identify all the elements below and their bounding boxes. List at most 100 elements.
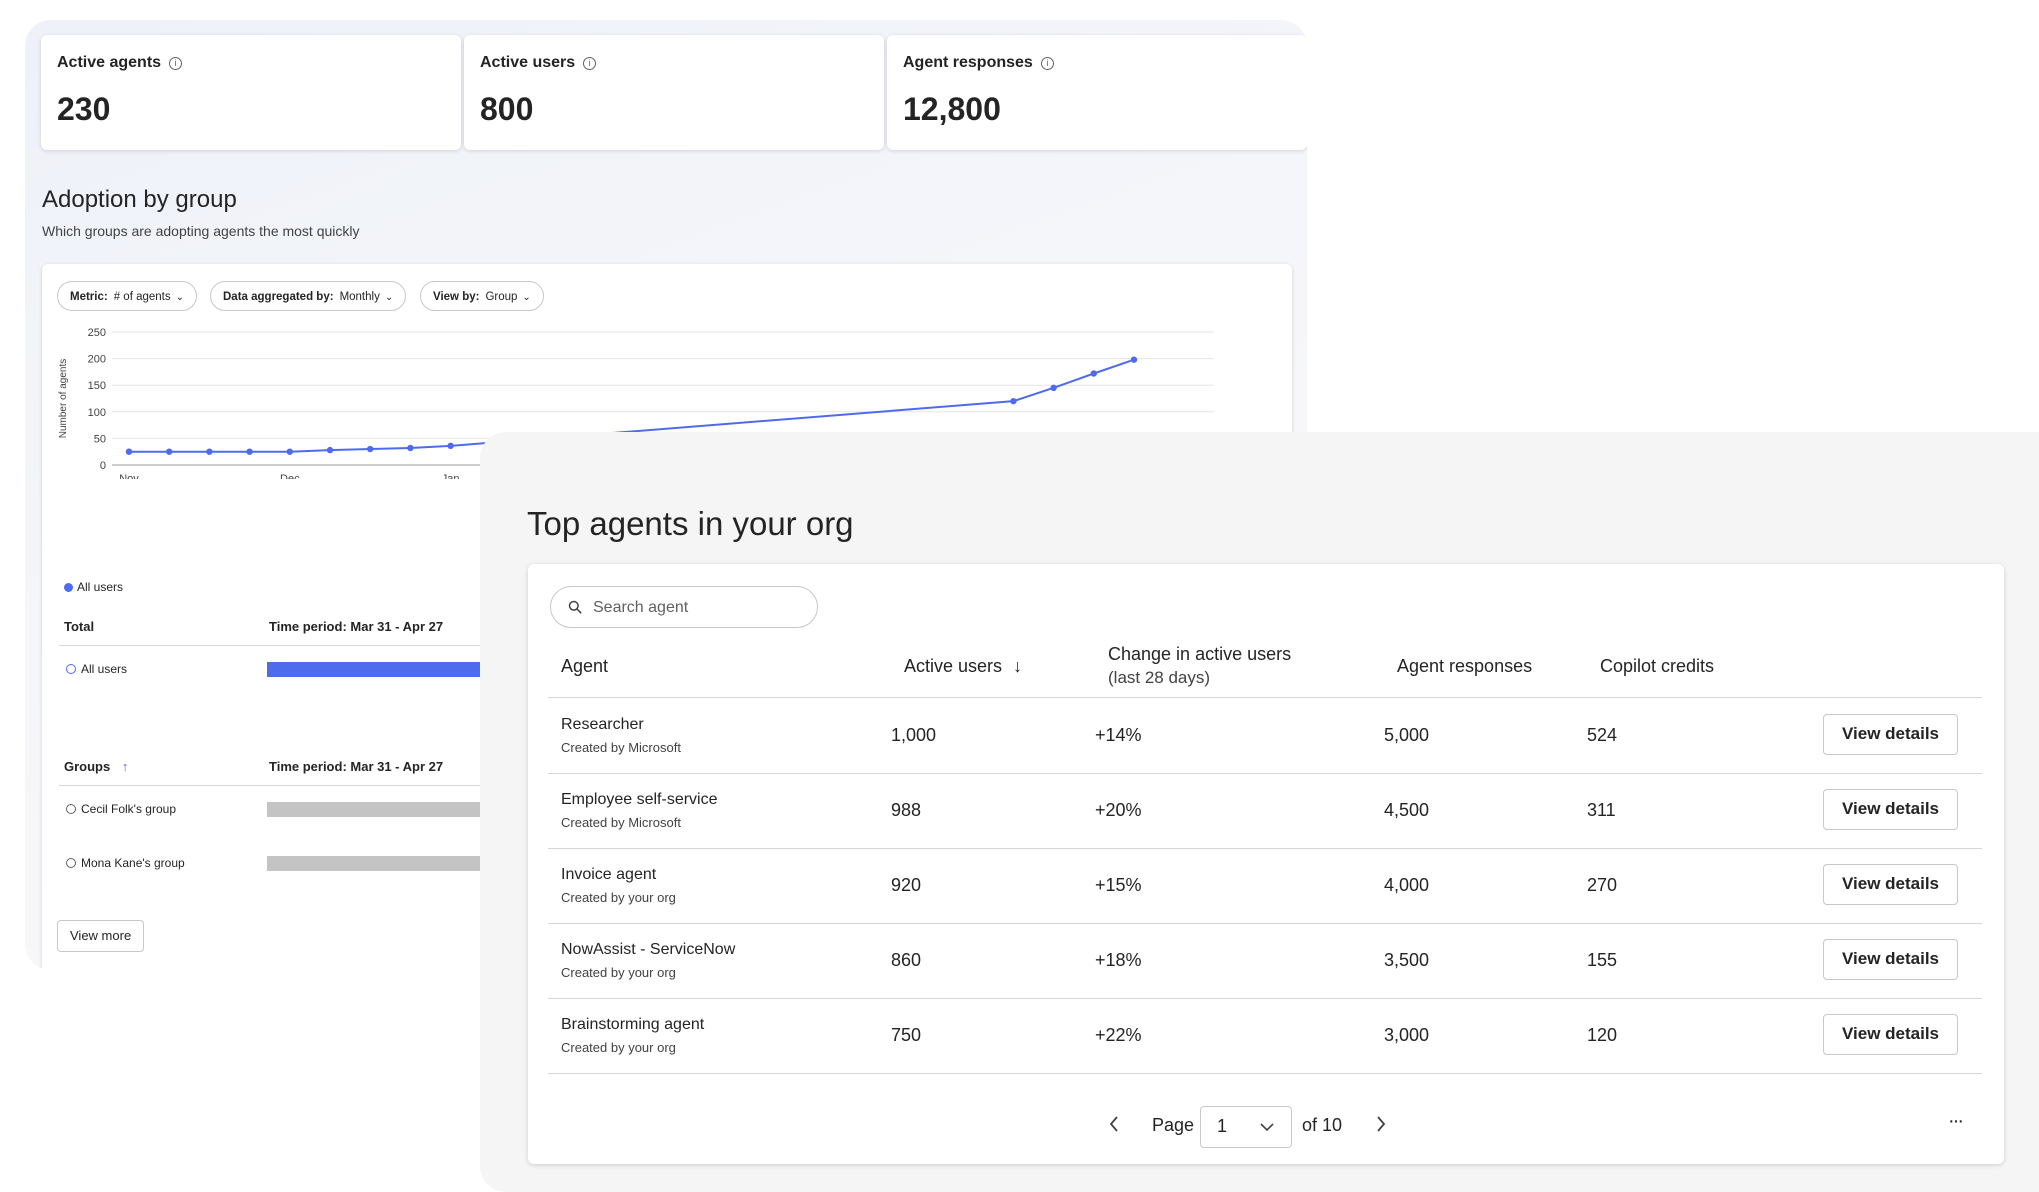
y-axis-label: Number of agents	[58, 359, 69, 439]
group-row-label: Cecil Folk's group	[66, 802, 176, 816]
x-tick-label: Dec	[280, 473, 300, 479]
section-title: Adoption by group	[42, 186, 237, 213]
page-total: of 10	[1302, 1115, 1343, 1135]
responses-cell: 5,000	[1384, 725, 1430, 745]
change-cell: +22%	[1095, 1025, 1142, 1045]
kpi-label: Agent responses	[903, 54, 1033, 71]
data-point	[1090, 370, 1098, 377]
group-bar	[267, 802, 507, 817]
view-by-filter[interactable]: View by: Group ⌄	[420, 281, 544, 311]
y-tick-label: 150	[88, 380, 106, 392]
search-box[interactable]	[550, 586, 818, 628]
agent-name: Invoice agent	[561, 866, 657, 883]
next-page-icon[interactable]	[1375, 1115, 1387, 1157]
credits-cell: 311	[1587, 800, 1616, 820]
data-point	[246, 448, 253, 455]
agent-name: Employee self-service	[561, 791, 718, 808]
total-row-label: All users	[66, 662, 127, 676]
data-point	[1010, 397, 1017, 405]
credits-cell: 155	[1587, 950, 1618, 970]
column-header-credits[interactable]: Copilot credits	[1600, 656, 1715, 676]
legend-swatch	[64, 583, 73, 592]
total-header: Total	[64, 619, 95, 634]
kpi-card-active-users: Active users i 800	[464, 35, 884, 150]
change-cell: +15%	[1095, 875, 1142, 895]
responses-cell: 3,500	[1384, 950, 1430, 970]
kpi-value: 800	[480, 91, 534, 127]
change-cell: +14%	[1095, 725, 1142, 745]
view-details-button[interactable]: View details	[1823, 789, 1958, 830]
radio-icon[interactable]	[66, 804, 76, 814]
x-tick-label: Jan	[442, 473, 460, 479]
active-users-cell: 1,000	[891, 725, 937, 745]
kpi-label: Active users	[480, 54, 576, 71]
radio-icon[interactable]	[66, 858, 76, 868]
more-options-icon[interactable]: ···	[1948, 1110, 1964, 1132]
section-subtitle: Which groups are adopting agents the mos…	[42, 223, 360, 239]
credits-cell: 524	[1587, 725, 1618, 745]
table-row: Researcher Created by Microsoft 1,000 +1…	[548, 698, 1982, 774]
header-divider	[548, 697, 1982, 698]
data-point	[367, 445, 374, 453]
chevron-down-icon	[1259, 1120, 1275, 1138]
column-header-responses[interactable]: Agent responses	[1397, 656, 1533, 676]
table-row: Employee self-service Created by Microso…	[548, 773, 1982, 849]
data-point	[326, 446, 334, 454]
kpi-label: Active agents	[57, 54, 162, 71]
agent-creator: Created by your org	[561, 890, 676, 905]
top-agents-card: Agent Active users ↓ Change in active us…	[528, 564, 2004, 1164]
view-details-button[interactable]: View details	[1823, 939, 1958, 980]
y-tick-label: 50	[94, 433, 106, 445]
chevron-down-icon: ⌄	[522, 292, 531, 303]
aggregation-filter[interactable]: Data aggregated by: Monthly ⌄	[210, 281, 407, 311]
active-users-cell: 920	[891, 875, 922, 895]
page-label: Page	[1152, 1115, 1195, 1135]
view-details-button[interactable]: View details	[1823, 714, 1958, 755]
top-agents-panel: Top agents in your org Agent Active user…	[480, 432, 2039, 1192]
data-point	[1050, 384, 1057, 392]
y-tick-label: 250	[88, 327, 106, 339]
responses-cell: 3,000	[1384, 1025, 1430, 1045]
kpi-card-agent-responses: Agent responses i 12,800	[887, 35, 1307, 150]
data-point	[1130, 356, 1138, 363]
sort-down-icon: ↓	[1013, 656, 1023, 676]
y-tick-label: 200	[88, 354, 106, 366]
view-details-button[interactable]: View details	[1823, 864, 1958, 905]
kpi-card-active-agents: Active agents i 230	[41, 35, 461, 150]
radio-icon[interactable]	[66, 664, 76, 674]
metric-filter[interactable]: Metric: # of agents ⌄	[57, 281, 197, 311]
responses-cell: 4,500	[1384, 800, 1430, 820]
kpi-value: 12,800	[903, 91, 1001, 127]
column-header-active-users[interactable]: Active users ↓	[904, 656, 1023, 676]
info-icon[interactable]: i	[1040, 57, 1054, 70]
data-point	[166, 448, 173, 455]
agent-name: Brainstorming agent	[561, 1016, 705, 1033]
agent-creator: Created by your org	[561, 965, 676, 980]
agent-creator: Created by Microsoft	[561, 740, 681, 755]
column-header-change[interactable]: Change in active users (last 28 days)	[1108, 644, 1292, 687]
data-point	[286, 448, 293, 455]
view-details-button[interactable]: View details	[1823, 1014, 1958, 1055]
agent-creator: Created by Microsoft	[561, 815, 681, 830]
change-cell: +18%	[1095, 950, 1142, 970]
page-select[interactable]: 1	[1200, 1106, 1292, 1148]
groups-header[interactable]: Groups ↑	[64, 759, 129, 774]
previous-page-icon[interactable]	[1108, 1115, 1120, 1157]
info-icon[interactable]: i	[169, 57, 183, 70]
agent-creator: Created by your org	[561, 1040, 676, 1055]
search-input[interactable]	[591, 595, 805, 621]
info-icon[interactable]: i	[583, 57, 597, 70]
divider	[59, 785, 499, 786]
chart-legend: All users	[64, 580, 123, 594]
active-users-cell: 988	[891, 800, 922, 820]
view-more-button[interactable]: View more	[57, 920, 145, 952]
credits-cell: 120	[1587, 1025, 1618, 1045]
table-row: Brainstorming agent Created by your org …	[548, 998, 1982, 1074]
y-tick-label: 100	[88, 407, 106, 419]
y-tick-label: 0	[100, 460, 106, 472]
active-users-cell: 860	[891, 950, 922, 970]
table-row: NowAssist - ServiceNow Created by your o…	[548, 923, 1982, 999]
column-header-agent[interactable]: Agent	[561, 656, 609, 676]
total-bar	[267, 662, 507, 677]
sort-up-icon: ↑	[121, 759, 129, 774]
